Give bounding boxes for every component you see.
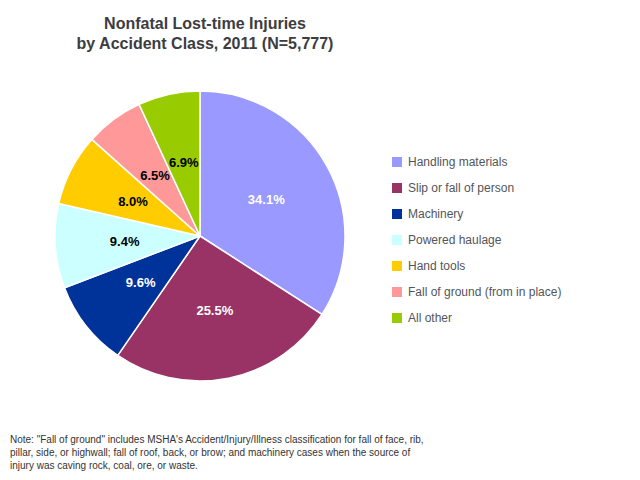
svg-text:9.6%: 9.6%: [126, 275, 156, 290]
svg-text:Note: "Fall of ground" include: Note: "Fall of ground" includes MSHA's A…: [10, 434, 424, 445]
svg-text:by Accident Class, 2011 (N=5,7: by Accident Class, 2011 (N=5,777): [77, 35, 334, 52]
svg-text:Fall of ground (from in place): Fall of ground (from in place): [408, 285, 561, 299]
svg-text:All other: All other: [408, 311, 452, 325]
svg-text:Hand tools: Hand tools: [408, 259, 465, 273]
svg-text:6.5%: 6.5%: [140, 168, 170, 183]
svg-text:34.1%: 34.1%: [248, 192, 285, 207]
svg-text:8.0%: 8.0%: [118, 194, 148, 209]
svg-text:Nonfatal Lost-time Injuries: Nonfatal Lost-time Injuries: [104, 15, 306, 32]
svg-text:Handling materials: Handling materials: [408, 155, 507, 169]
svg-text:Powered haulage: Powered haulage: [408, 233, 502, 247]
svg-text:injury was caving rock, coal,: injury was caving rock, coal, ore, or wa…: [10, 460, 198, 471]
svg-text:Machinery: Machinery: [408, 207, 463, 221]
svg-text:6.9%: 6.9%: [169, 155, 199, 170]
svg-text:Slip or fall of person: Slip or fall of person: [408, 181, 514, 195]
svg-text:9.4%: 9.4%: [110, 234, 140, 249]
svg-text:25.5%: 25.5%: [196, 303, 233, 318]
svg-text:pillar, side, or highwall; fal: pillar, side, or highwall; fall of roof,…: [10, 447, 410, 458]
